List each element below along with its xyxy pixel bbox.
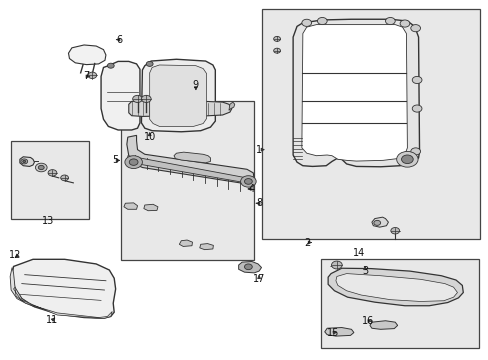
Circle shape (132, 95, 142, 103)
Polygon shape (185, 102, 231, 116)
Text: 16: 16 (362, 316, 374, 326)
Text: 3: 3 (361, 266, 367, 276)
Text: 13: 13 (42, 216, 55, 226)
Text: 5: 5 (112, 156, 119, 165)
FancyBboxPatch shape (120, 102, 254, 260)
Text: 4: 4 (248, 184, 254, 194)
Polygon shape (179, 240, 192, 247)
Circle shape (317, 18, 326, 24)
Text: 6: 6 (116, 35, 122, 45)
Text: 2: 2 (304, 238, 310, 248)
Polygon shape (228, 102, 234, 111)
Circle shape (411, 76, 421, 84)
Text: 15: 15 (326, 328, 339, 338)
Circle shape (38, 165, 44, 170)
Polygon shape (10, 267, 34, 307)
Polygon shape (14, 287, 112, 319)
Polygon shape (127, 156, 254, 184)
Polygon shape (141, 59, 215, 132)
Circle shape (410, 24, 420, 32)
Text: 14: 14 (352, 248, 365, 258)
Circle shape (390, 228, 399, 234)
Circle shape (61, 175, 68, 181)
Text: 11: 11 (46, 315, 59, 325)
Circle shape (244, 264, 252, 270)
FancyBboxPatch shape (11, 141, 89, 219)
Text: 1: 1 (256, 145, 262, 155)
Polygon shape (292, 19, 419, 167)
Circle shape (107, 63, 114, 68)
Polygon shape (123, 203, 137, 209)
Polygon shape (12, 259, 116, 318)
Polygon shape (20, 157, 34, 166)
Polygon shape (324, 328, 353, 336)
Polygon shape (327, 268, 462, 306)
Polygon shape (143, 204, 158, 211)
Circle shape (385, 18, 394, 24)
Circle shape (48, 170, 57, 176)
Circle shape (411, 105, 421, 112)
Circle shape (23, 160, 26, 162)
Circle shape (35, 163, 47, 172)
Polygon shape (101, 62, 140, 130)
Polygon shape (301, 24, 407, 161)
Text: 7: 7 (83, 71, 89, 81)
Circle shape (146, 62, 153, 66)
Polygon shape (126, 135, 254, 184)
FancyBboxPatch shape (261, 9, 479, 239)
Polygon shape (335, 274, 457, 301)
Polygon shape (369, 321, 397, 329)
Circle shape (396, 152, 417, 167)
Text: 10: 10 (143, 132, 156, 142)
Polygon shape (149, 65, 206, 126)
Circle shape (129, 159, 138, 165)
Text: 12: 12 (9, 250, 21, 260)
Circle shape (21, 159, 28, 164)
Circle shape (410, 148, 420, 155)
Text: 8: 8 (256, 198, 262, 208)
Circle shape (141, 95, 151, 103)
Circle shape (401, 155, 412, 163)
Circle shape (124, 156, 142, 168)
Circle shape (273, 36, 280, 41)
Text: 9: 9 (192, 80, 199, 90)
Polygon shape (128, 100, 180, 116)
Polygon shape (174, 152, 210, 163)
Text: 17: 17 (252, 274, 264, 284)
Circle shape (301, 19, 311, 26)
Circle shape (399, 20, 409, 27)
Polygon shape (200, 244, 213, 249)
Polygon shape (238, 261, 261, 273)
Circle shape (240, 176, 256, 187)
Polygon shape (371, 217, 387, 227)
Circle shape (373, 220, 380, 225)
Circle shape (88, 72, 97, 78)
Circle shape (331, 261, 342, 269)
Polygon shape (68, 45, 106, 64)
Circle shape (273, 48, 280, 53)
FancyBboxPatch shape (321, 258, 478, 348)
Circle shape (244, 179, 252, 184)
